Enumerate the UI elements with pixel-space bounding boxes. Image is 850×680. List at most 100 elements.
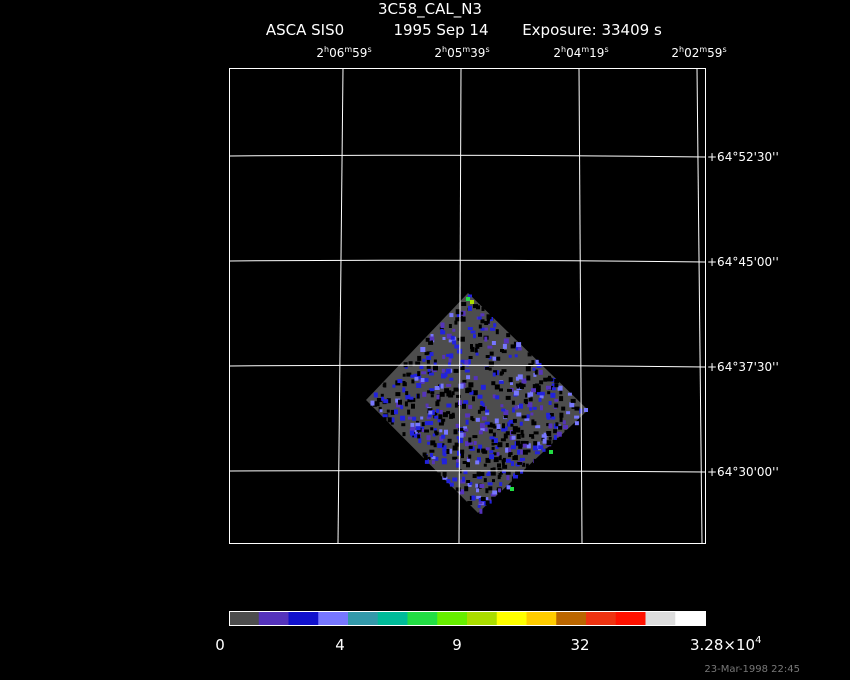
pixel	[477, 504, 481, 508]
pixel	[449, 377, 454, 381]
pixel	[514, 405, 519, 410]
pixel	[410, 374, 415, 378]
pixel	[501, 470, 506, 474]
ra-label-part: 2	[316, 46, 324, 60]
pixel	[554, 403, 559, 408]
pixel	[471, 418, 475, 422]
pixel	[479, 484, 485, 488]
pixel	[456, 436, 461, 440]
pixel	[426, 351, 432, 355]
pixel	[521, 433, 525, 438]
pixel	[456, 459, 461, 463]
pixel	[484, 421, 490, 425]
pixel	[472, 435, 478, 439]
pixel	[433, 362, 437, 367]
pixel	[448, 357, 452, 363]
pixel	[461, 453, 464, 459]
colorbar-segment	[288, 611, 319, 625]
pixel	[508, 420, 514, 424]
pixel	[459, 489, 465, 495]
ra-label: 2h05m39s	[434, 45, 489, 60]
pixel	[526, 449, 531, 453]
pixel	[419, 365, 424, 369]
pixel	[539, 395, 544, 399]
pixel	[493, 323, 497, 328]
ra-label-part: 59	[352, 46, 367, 60]
pixel	[438, 422, 444, 426]
pixel	[469, 390, 474, 395]
pixel	[487, 470, 491, 476]
pixel	[497, 442, 503, 448]
pixel	[520, 440, 526, 444]
pixel	[386, 409, 390, 413]
pixel	[493, 438, 498, 443]
pixel	[512, 426, 518, 432]
pixel	[510, 423, 514, 427]
colorbar-label: 9	[452, 636, 462, 654]
pixel	[516, 342, 522, 348]
pixel	[446, 353, 451, 357]
pixel	[417, 355, 422, 361]
pixel	[519, 382, 524, 388]
pixel	[503, 338, 509, 344]
pixel	[433, 359, 437, 363]
pixel	[431, 460, 435, 465]
pixel	[410, 422, 415, 427]
pixel	[458, 469, 462, 474]
colorbar-segment	[675, 611, 706, 625]
pixel	[437, 419, 441, 423]
pixel	[479, 406, 483, 412]
pixel	[421, 371, 427, 375]
colorbar-label: 32	[570, 636, 589, 654]
pixel	[546, 385, 551, 390]
pixel	[468, 294, 472, 298]
pixel	[546, 431, 552, 436]
pixel	[496, 452, 500, 457]
pixel	[446, 479, 451, 484]
pixel	[443, 472, 447, 478]
pixel	[429, 336, 435, 341]
pixel	[439, 429, 443, 433]
bright-pixel	[549, 450, 553, 454]
pixel	[535, 389, 541, 395]
colorbar-segment	[229, 611, 260, 625]
dec-label: +64°30'00''	[707, 465, 779, 479]
pixel	[491, 496, 497, 500]
pixel	[475, 352, 479, 356]
pixel	[503, 410, 509, 415]
pixel	[535, 385, 541, 391]
pixel	[445, 368, 451, 374]
pixel	[485, 447, 490, 451]
pixel	[554, 379, 560, 383]
pixel	[473, 304, 478, 309]
pixel	[434, 386, 440, 390]
pixel	[421, 422, 425, 427]
pixel	[506, 475, 510, 481]
ra-label: 2h02m59s	[671, 45, 726, 60]
pixel	[508, 354, 512, 358]
pixel	[468, 305, 472, 311]
pixel	[424, 377, 429, 382]
pixel	[380, 393, 384, 397]
pixel	[508, 452, 513, 456]
pixel	[466, 387, 472, 392]
pixel	[398, 399, 402, 405]
ra-label-part: 39	[470, 46, 485, 60]
pixel	[520, 385, 524, 390]
ra-label-part: h	[324, 45, 329, 54]
bright-pixel	[466, 297, 470, 301]
pixel	[546, 414, 551, 420]
pixel	[417, 434, 421, 439]
pixel	[476, 495, 482, 499]
pixel	[450, 335, 455, 340]
pixel	[468, 437, 472, 443]
pixel	[505, 447, 509, 453]
pixel	[437, 472, 441, 476]
ra-label-part: s	[604, 45, 608, 54]
pixel	[538, 445, 544, 450]
pixel	[477, 316, 482, 320]
pixel	[502, 464, 508, 469]
pixel	[564, 430, 569, 435]
pixel	[458, 383, 464, 389]
